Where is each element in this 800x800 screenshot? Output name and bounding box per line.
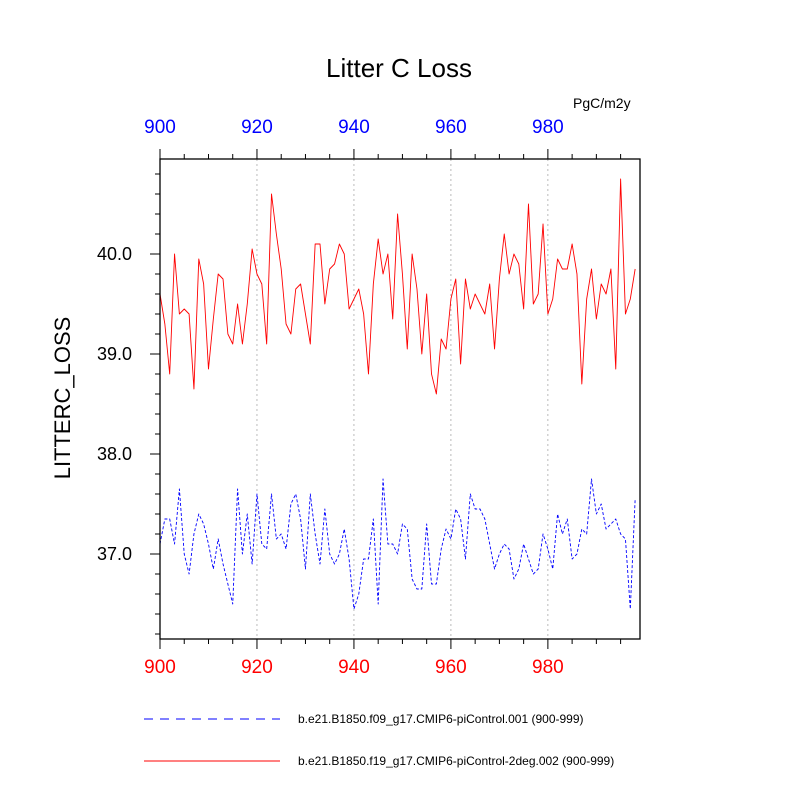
x-tick-label-top: 900 (144, 117, 176, 138)
plot-frame (159, 158, 641, 640)
axis-ticks (150, 149, 622, 649)
units-label: PgC/m2y (573, 95, 631, 111)
y-axis-label: LITTERC_LOSS (50, 317, 75, 480)
x-tick-label-top: 960 (435, 117, 467, 138)
series-line-red (159, 178, 636, 395)
x-tick-label-bottom: 960 (435, 657, 467, 678)
chart-title: Litter C Loss (326, 53, 472, 83)
x-tick-label-bottom: 980 (532, 657, 564, 678)
y-tick-label: 38.0 (97, 444, 132, 464)
series-line-blue (159, 478, 636, 610)
y-tick-label: 40.0 (97, 244, 132, 264)
x-tick-label-bottom: 900 (144, 657, 176, 678)
legend: b.e21.B1850.f09_g17.CMIP6-piControl.001 … (144, 712, 614, 768)
legend-label-red: b.e21.B1850.f19_g17.CMIP6-piControl-2deg… (298, 754, 614, 768)
plot-series (159, 178, 636, 610)
x-tick-label-bottom: 920 (241, 657, 273, 678)
x-tick-label-bottom: 940 (338, 657, 370, 678)
axis-tick-labels: 900 900 920 920 940 940 960 960 980 980 37.0 38.0 39… (97, 117, 564, 678)
x-tick-label-top: 920 (241, 117, 273, 138)
x-tick-label-top: 980 (532, 117, 564, 138)
y-tick-label: 37.0 (97, 544, 132, 564)
legend-label-blue: b.e21.B1850.f09_g17.CMIP6-piControl.001 … (298, 712, 584, 726)
gridlines (256, 159, 549, 639)
x-tick-label-top: 940 (338, 117, 370, 138)
y-tick-label: 39.0 (97, 344, 132, 364)
